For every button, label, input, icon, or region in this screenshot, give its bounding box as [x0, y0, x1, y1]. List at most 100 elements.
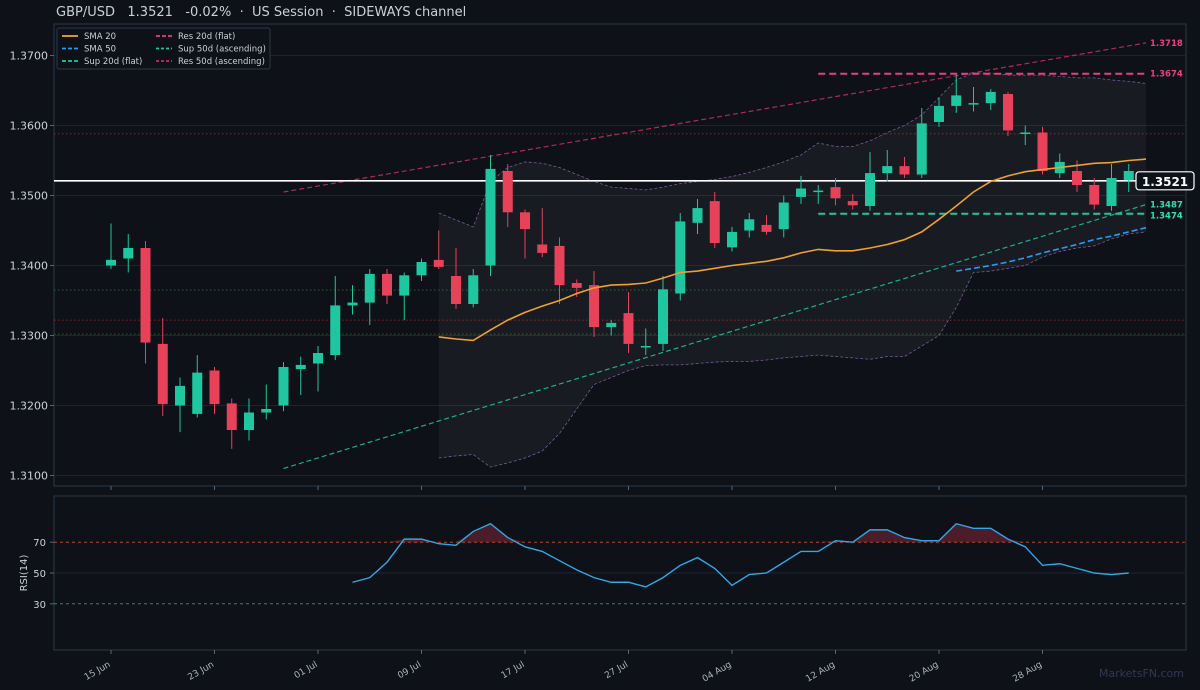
candle-body [382, 273, 392, 296]
candle-body [278, 367, 289, 406]
chart-header: GBP/USD 1.3521 -0.02% · US Session · SID… [56, 5, 467, 20]
legend-label-sup50: Sup 50d (ascending) [178, 45, 266, 55]
candle-body [416, 262, 427, 276]
candle-body [571, 283, 582, 288]
candle-body [796, 188, 806, 197]
candle-body [295, 364, 306, 370]
candle-body [916, 123, 927, 175]
candle-body [468, 275, 479, 304]
legend-label-sup20: Sup 20d (flat) [84, 57, 142, 67]
legend-label-sma20: SMA 20 [84, 32, 116, 42]
sma50-line [956, 226, 1147, 272]
price-y-tick-label: 1.3100 [10, 470, 49, 483]
candle-body [330, 305, 341, 356]
candle-body [589, 285, 599, 328]
change: -0.02% [185, 5, 232, 20]
candle-body [985, 91, 996, 104]
candle-body [192, 372, 203, 414]
candle-body [744, 219, 755, 231]
x-tick-label: 28 Aug [1011, 660, 1044, 685]
candle-body [313, 353, 323, 364]
candle-body [830, 187, 841, 199]
candle-body [520, 212, 530, 230]
symbol: GBP/USD [56, 5, 115, 20]
x-tick-label: 20 Aug [908, 660, 941, 685]
candle-body [692, 208, 703, 223]
bollinger-upper-line [438, 72, 1147, 228]
candle-body [1106, 178, 1117, 206]
candle-body [1020, 132, 1031, 134]
x-tick-label: 15 Jun [83, 660, 113, 683]
candle-body [951, 95, 962, 106]
price-y-tick-label: 1.3300 [10, 330, 49, 343]
candle-body [364, 273, 375, 303]
candle-body [658, 289, 668, 344]
candle-body [727, 231, 737, 248]
rsi-y-tick-label: 30 [33, 600, 46, 611]
candle-body [761, 224, 772, 232]
sup50-ascending-line [283, 204, 1147, 470]
candle-body [778, 202, 789, 230]
price-y-tick-label: 1.3600 [10, 120, 49, 133]
legend-label-res20: Res 20d (flat) [178, 32, 235, 42]
x-tick-label: 01 Jul [293, 660, 320, 681]
candle-body [451, 276, 461, 304]
legend-label-sma50: SMA 50 [84, 45, 116, 55]
candle-body [623, 313, 634, 344]
candle-body [123, 248, 134, 259]
candle-body [347, 302, 358, 306]
rsi-y-tick-label: 70 [33, 538, 46, 549]
candle-body [226, 403, 237, 430]
price-y-tick-label: 1.3400 [10, 260, 49, 273]
sup20-label: 1.3474 [1150, 212, 1183, 222]
candle-body [899, 166, 910, 175]
price-y-tick-label: 1.3200 [10, 400, 49, 413]
candle-body [399, 275, 410, 296]
candle-body [1037, 132, 1048, 171]
watermark: MarketsFN.com [1098, 667, 1184, 680]
candle-body [1072, 171, 1082, 185]
bollinger-lower-line [438, 231, 1147, 468]
candle-body [106, 259, 116, 266]
candle-body [157, 343, 168, 405]
price-y-tick-label: 1.3500 [10, 190, 49, 203]
candle-body [261, 409, 272, 413]
candle-body [1089, 185, 1100, 205]
rsi-line [352, 522, 1129, 588]
rsi-overbought-fill [352, 523, 1129, 543]
candle-body [1123, 171, 1134, 181]
candle-body [606, 322, 617, 328]
x-tick-label: 17 Jul [500, 660, 527, 681]
bollinger-band-fill [438, 73, 1146, 468]
res50-label: 1.3718 [1150, 39, 1183, 49]
candle-body [502, 171, 513, 213]
candle-body [175, 385, 185, 406]
sma20-line [438, 158, 1147, 342]
x-tick-label: 09 Jul [396, 660, 423, 681]
res50-ascending-line [283, 42, 1147, 193]
candle-body [968, 103, 979, 105]
candle-body [554, 245, 565, 286]
candle-body [640, 346, 651, 348]
candle-body [244, 412, 254, 430]
price: 1.3521 [127, 5, 173, 20]
sup50-label: 1.3487 [1150, 201, 1183, 211]
candle-body [433, 259, 444, 267]
candle-body [675, 221, 686, 294]
price-panel-frame [53, 23, 1187, 487]
candle-body [709, 201, 720, 244]
legend [56, 27, 271, 70]
session: US Session [251, 5, 324, 20]
rsi-axis-label: RSI(14) [19, 555, 30, 592]
x-tick-label: 27 Jul [603, 660, 630, 681]
current-price-label: 1.3521 [1142, 175, 1188, 189]
candle-body [813, 190, 824, 193]
candle-body [485, 168, 496, 266]
candle-body [934, 105, 944, 122]
candle-body [537, 244, 548, 253]
res20-label: 1.3674 [1150, 70, 1183, 80]
candle-body [882, 166, 893, 174]
candle-body [847, 201, 858, 206]
price-y-tick-label: 1.3700 [10, 50, 49, 63]
